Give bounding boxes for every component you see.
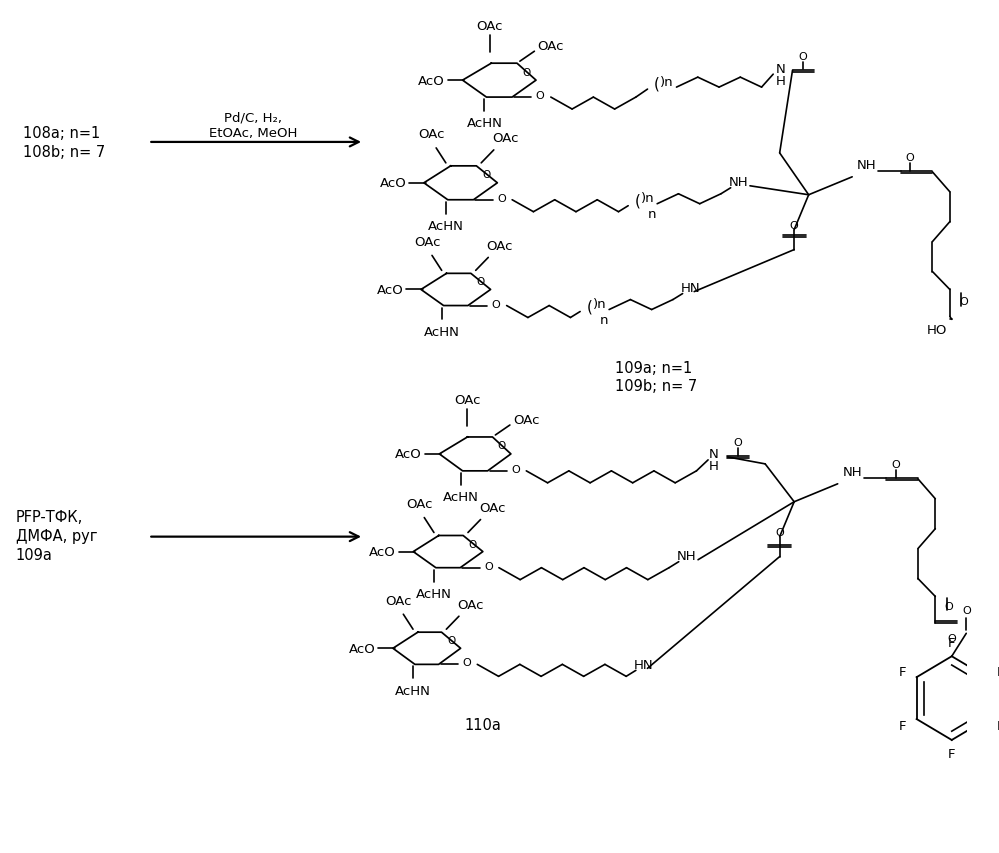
Text: OAc: OAc bbox=[386, 594, 412, 607]
Text: H: H bbox=[709, 460, 719, 473]
Text: O: O bbox=[959, 297, 968, 307]
Text: 109b; n= 7: 109b; n= 7 bbox=[615, 378, 697, 393]
Text: O: O bbox=[891, 459, 900, 469]
Text: O: O bbox=[906, 153, 914, 163]
Text: F: F bbox=[997, 719, 999, 732]
Text: F: F bbox=[948, 636, 955, 649]
Text: N: N bbox=[709, 448, 718, 461]
Text: O: O bbox=[484, 561, 493, 571]
Text: (: ( bbox=[635, 193, 640, 208]
Text: AcO: AcO bbox=[380, 177, 407, 190]
Text: O: O bbox=[947, 634, 956, 643]
Text: O: O bbox=[733, 438, 742, 448]
Text: AcHN: AcHN bbox=[428, 220, 464, 233]
Text: O: O bbox=[522, 67, 530, 78]
Text: OAc: OAc bbox=[458, 598, 484, 611]
Text: OAc: OAc bbox=[418, 128, 445, 142]
Text: O: O bbox=[463, 658, 472, 668]
Text: F: F bbox=[948, 747, 955, 761]
Text: AcHN: AcHN bbox=[424, 326, 460, 339]
Text: O: O bbox=[511, 464, 520, 474]
Text: O: O bbox=[492, 299, 500, 309]
Text: (: ( bbox=[654, 77, 660, 91]
Text: O: O bbox=[498, 194, 505, 204]
Text: O: O bbox=[469, 539, 478, 548]
Text: NH: NH bbox=[676, 549, 696, 563]
Text: OAc: OAc bbox=[487, 240, 513, 252]
Text: ДМФА, руг: ДМФА, руг bbox=[16, 529, 97, 543]
Text: O: O bbox=[790, 220, 798, 230]
Text: O: O bbox=[535, 91, 544, 101]
Text: F: F bbox=[898, 665, 906, 678]
Text: HN: HN bbox=[680, 281, 700, 295]
Text: HO: HO bbox=[927, 323, 947, 336]
Text: O: O bbox=[775, 527, 784, 537]
Text: )n: )n bbox=[640, 192, 654, 205]
Text: AcO: AcO bbox=[395, 448, 422, 461]
Text: n: n bbox=[648, 208, 656, 221]
Text: Pd/C, H₂,: Pd/C, H₂, bbox=[224, 112, 282, 125]
Text: OAc: OAc bbox=[414, 235, 441, 249]
Text: OAc: OAc bbox=[477, 20, 502, 32]
Text: )n: )n bbox=[660, 76, 673, 89]
Text: AcO: AcO bbox=[377, 283, 404, 297]
Text: PFP-ТФК,: PFP-ТФК, bbox=[16, 509, 83, 525]
Text: AcO: AcO bbox=[369, 545, 396, 559]
Text: AcHN: AcHN bbox=[416, 588, 452, 601]
Text: 108b; n= 7: 108b; n= 7 bbox=[23, 145, 105, 160]
Text: n: n bbox=[600, 314, 608, 327]
Text: H: H bbox=[776, 74, 786, 88]
Text: 110a: 110a bbox=[465, 717, 501, 732]
Text: O: O bbox=[483, 170, 491, 180]
Text: O: O bbox=[447, 635, 456, 646]
Text: AcO: AcO bbox=[349, 642, 376, 655]
Text: O: O bbox=[498, 441, 505, 451]
Text: AcHN: AcHN bbox=[395, 684, 431, 697]
Text: AcO: AcO bbox=[419, 74, 445, 88]
Text: (: ( bbox=[586, 299, 592, 314]
Text: OAc: OAc bbox=[493, 132, 518, 145]
Text: 109a: 109a bbox=[16, 548, 53, 562]
Text: NH: NH bbox=[842, 466, 862, 479]
Text: N: N bbox=[776, 62, 786, 76]
Text: 109a; n=1: 109a; n=1 bbox=[615, 360, 692, 375]
Text: EtOAc, MeOH: EtOAc, MeOH bbox=[209, 127, 297, 140]
Text: F: F bbox=[898, 719, 906, 732]
Text: OAc: OAc bbox=[407, 497, 433, 510]
Text: NH: NH bbox=[728, 176, 748, 189]
Text: OAc: OAc bbox=[513, 413, 539, 426]
Text: 108a; n=1: 108a; n=1 bbox=[23, 126, 100, 142]
Text: O: O bbox=[944, 601, 953, 612]
Text: AcHN: AcHN bbox=[443, 490, 479, 503]
Text: NH: NH bbox=[857, 160, 876, 172]
Text: AcHN: AcHN bbox=[467, 118, 502, 131]
Text: )n: )n bbox=[592, 298, 606, 310]
Text: OAc: OAc bbox=[455, 393, 481, 406]
Text: HN: HN bbox=[633, 659, 653, 671]
Text: O: O bbox=[962, 606, 971, 616]
Text: OAc: OAc bbox=[479, 502, 505, 514]
Text: O: O bbox=[799, 52, 807, 62]
Text: F: F bbox=[997, 665, 999, 678]
Text: OAc: OAc bbox=[537, 40, 564, 53]
Text: O: O bbox=[477, 277, 485, 287]
